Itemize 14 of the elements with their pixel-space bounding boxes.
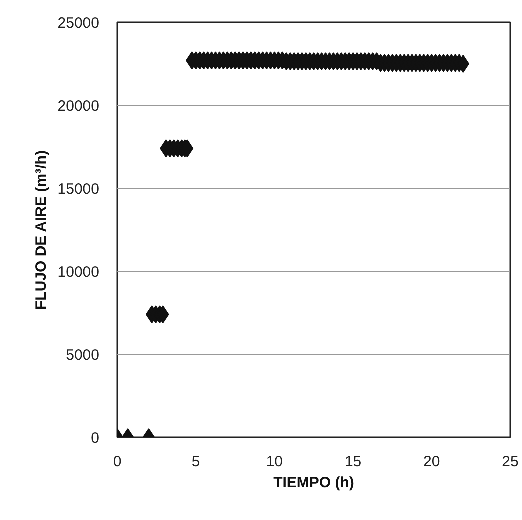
x-tick-label: 10 (266, 454, 284, 470)
y-tick-label: 10000 (58, 264, 100, 281)
y-tick-label: 15000 (58, 181, 100, 198)
x-tick-label: 25 (502, 454, 519, 470)
y-tick-label: 20000 (58, 98, 100, 115)
y-axis-title: FLUJO DE AIRE (m³/h) (32, 150, 50, 310)
y-tick-label: 25000 (58, 15, 100, 32)
x-tick-label: 5 (192, 454, 200, 470)
x-tick-label: 0 (113, 454, 122, 470)
x-tick-label: 20 (424, 454, 440, 470)
x-axis-title: TIEMPO (h) (274, 474, 354, 492)
y-tick-label: 0 (91, 430, 100, 447)
y-tick-label: 5000 (66, 347, 100, 364)
x-tick-label: 15 (344, 454, 362, 470)
